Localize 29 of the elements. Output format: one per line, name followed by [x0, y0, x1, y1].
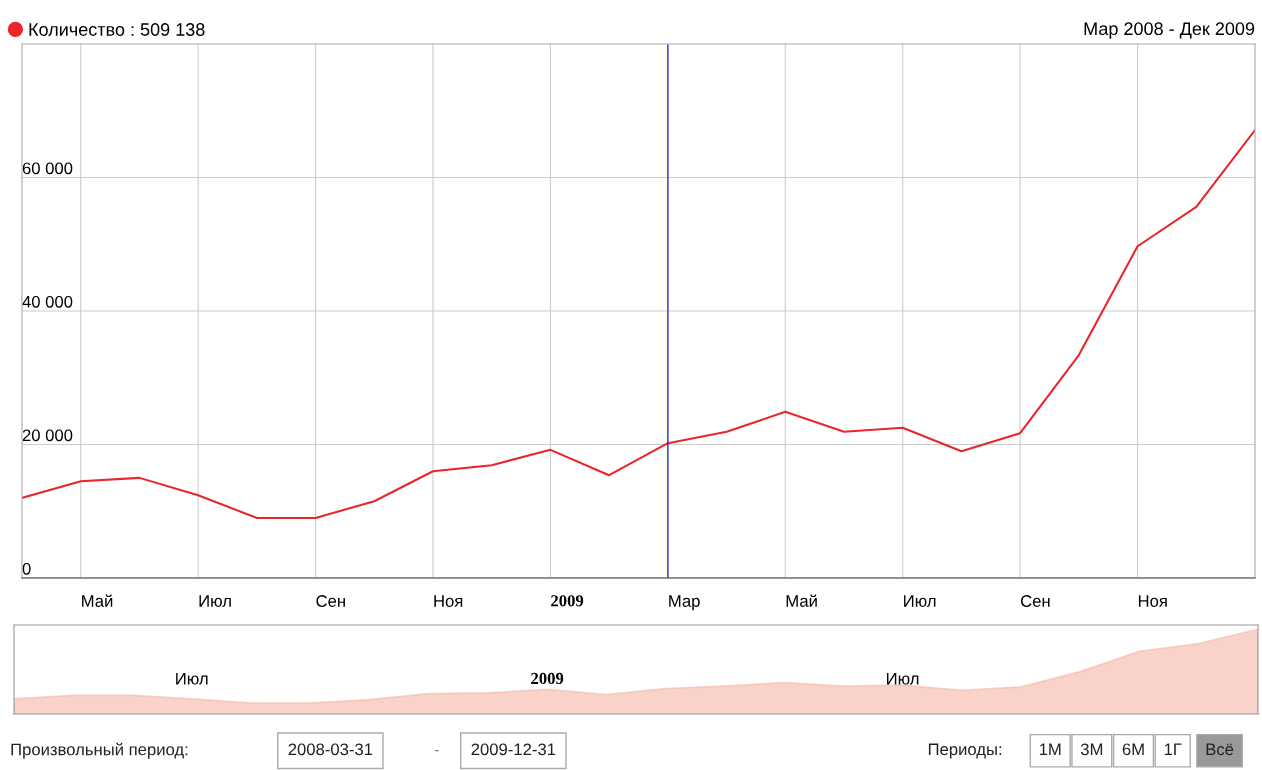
x-tick-label: Мар [669, 595, 700, 611]
x-tick-label: Ноя [434, 595, 463, 607]
x-tick-label: Сен [1020, 595, 1050, 607]
y-tick-label: 60 000 [22, 162, 73, 175]
x-tick-label: Июл [176, 672, 208, 685]
x-tick-label: Май [786, 594, 817, 607]
text: 2009-12-31 [471, 743, 556, 756]
text: 1М [1039, 743, 1061, 756]
x-tick-label: Июл [199, 595, 231, 607]
x-tick-label: Ноя [1138, 595, 1167, 607]
text: 2008-03-31 [288, 743, 373, 756]
text: Произвольный период: [11, 742, 188, 759]
x-tick-label: Сен [316, 595, 345, 607]
x-tick-label: Май [82, 594, 113, 607]
text: - [434, 749, 439, 752]
x-tick-label: 2009 [531, 672, 564, 685]
y-tick-label: 0 [22, 562, 31, 575]
text: Всё [1206, 743, 1234, 756]
text: 3М [1080, 743, 1103, 756]
legend-label: Количество : 509 138 [29, 23, 205, 36]
x-tick-label: Июл [904, 595, 936, 607]
text: Периоды: [928, 743, 1002, 759]
text: 6М [1122, 743, 1144, 756]
text: 1Г [1164, 743, 1182, 756]
chart-subtitle: Мар 2008 - Дек 2009 [1084, 22, 1255, 39]
x-tick-label: 2009 [551, 595, 584, 607]
y-tick-label: 20 000 [22, 429, 73, 442]
y-tick-label: 40 000 [22, 295, 73, 308]
x-tick-label: Июл [887, 672, 919, 685]
